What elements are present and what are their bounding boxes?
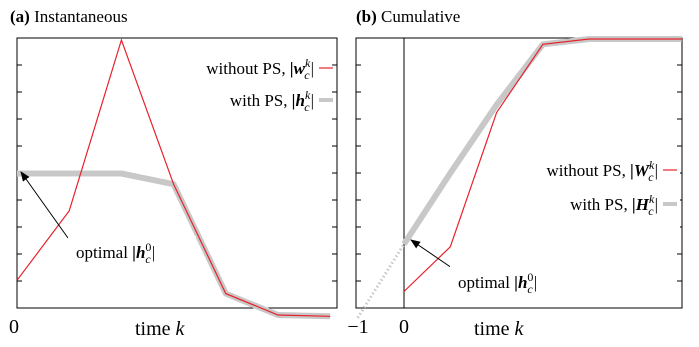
panel-b-legend-with-ps-sub: c [648,204,654,218]
panel-a-legend-with-ps-sub: c [304,100,310,114]
panel-a-annotation-sup: 0 [145,240,151,254]
panel-a-legend-without-ps-sup: k [305,56,311,70]
panel-a-annotation-text: optimal [76,243,128,262]
panel-a: (a) Instantaneous 0 time k without PS, |… [9,7,338,340]
panel-b-annotation-sup: 0 [527,270,533,284]
panel-b-extrapolation-line [356,243,406,319]
panel-b-annotation-arrow [410,239,453,269]
panel-b-legend: without PS, |Wk c| with PS, |Hk c| [500,148,680,228]
panel-b-annotation-optimal: optimal |h0 c| [410,239,578,298]
panel-a-series-without-ps-line [16,38,331,317]
panel-a-legend-without-ps-text: without PS, [206,59,285,78]
panel-a-legend-entry-without-ps: without PS, |wk c| [206,56,314,82]
panel-a-legend-without-ps-sub: c [304,68,310,82]
panel-b-legend-with-ps-math: |H [632,195,650,214]
panel-b-legend-with-ps-text: with PS, [570,195,628,214]
panel-a-legend-with-ps-sup: k [305,88,311,102]
panel-a-xlabel-text: time [135,318,171,340]
panel-b-legend-with-ps-sup: k [649,192,655,206]
panel-b-annotation-bg [450,266,578,298]
panel-b-y-ticks [356,64,682,282]
panel-a-annotation-bg [68,236,196,268]
panel-b-xlabel-var: k [515,318,525,340]
panel-a-annotation-math: |h [132,243,145,262]
panel-a-x-tick-label-0: 0 [9,316,19,338]
panel-a-annotation-arrow [20,171,69,239]
panel-b-series-without-ps-line [403,38,682,292]
panel-a-title-text: Instantaneous [34,7,127,26]
panel-b-legend-without-ps-math: |W [630,161,651,180]
panel-b-label: (b) [356,7,377,26]
panel-a-legend: without PS, |wk c| with PS, |hk c| [206,56,333,114]
panel-a-title: (a) Instantaneous [10,7,128,26]
panel-b-legend-without-ps-sup: k [649,158,655,172]
panel-b-x-tick-label-neg1: −1 [347,316,368,338]
panel-a-annotation-sub: c [145,252,151,266]
panel-a-label: (a) [10,7,30,26]
panel-b-legend-without-ps-text: without PS, [546,161,625,180]
panel-b-title: (b) Cumulative [356,7,460,26]
panel-b-legend-entry-without-ps: without PS, |Wk c| [546,158,658,184]
panel-a-xlabel-var: k [176,318,186,340]
panel-b-xlabel-text: time [474,318,510,340]
panel-b-legend-without-ps-sub: c [648,170,654,184]
panel-a-annotation-optimal: optimal |h0 c| [20,171,196,268]
panel-b-legend-bg [500,148,680,228]
panel-a-x-axis-label: time k [135,318,186,340]
panel-b-annotation-text: optimal [458,273,510,292]
panel-a-legend-entry-with-ps: with PS, |hk c| [230,88,314,114]
panel-b-x-axis-label: time k [474,318,525,340]
panel-b-annotation-label: optimal |h0 c| [458,270,537,296]
panel-b-title-text: Cumulative [381,7,460,26]
panel-b-legend-entry-with-ps: with PS, |Hk c| [570,192,658,218]
panel-a-legend-with-ps-math: |h [292,91,305,110]
panel-b-x-tick-label-0: 0 [399,316,409,338]
panel-a-legend-with-ps-text: with PS, [230,91,288,110]
panel-b-annotation-math: |h [514,273,527,292]
panel-a-legend-without-ps-math: |w [290,59,306,78]
panel-b: (b) Cumulative −1 0 time k without PS, |… [347,7,683,340]
panel-a-annotation-label: optimal |h0 c| [76,240,155,266]
panel-b-annotation-sub: c [527,282,533,296]
